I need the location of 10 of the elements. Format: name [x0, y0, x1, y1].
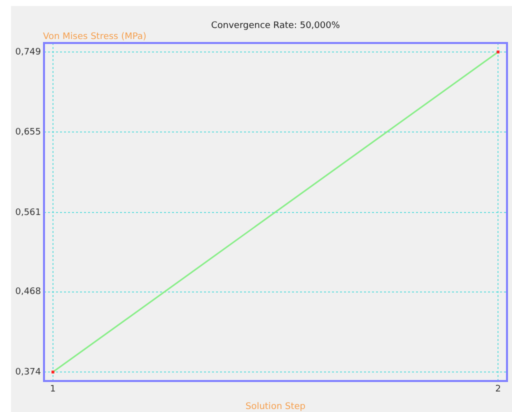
- x-axis-title: Solution Step: [245, 402, 306, 412]
- y-tick-label: 0,468: [15, 287, 42, 298]
- x-tick-label: 1: [50, 384, 56, 395]
- y-axis-title: Von Mises Stress (MPa): [43, 32, 146, 42]
- y-tick-label: 0,655: [15, 128, 41, 138]
- chart-title: Convergence Rate: 50,000%: [211, 21, 340, 31]
- y-tick-label: 0,749: [15, 47, 42, 58]
- y-tick-label: 0,561: [15, 208, 41, 218]
- x-tick-label: 2: [495, 384, 501, 395]
- y-tick-label: 0,374: [15, 367, 42, 378]
